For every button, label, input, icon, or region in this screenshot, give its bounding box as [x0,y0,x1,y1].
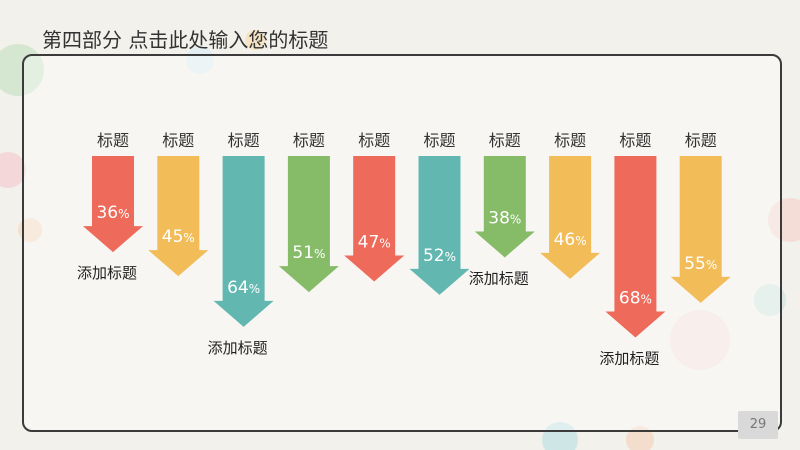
category-label-4: 标题 [293,131,325,150]
value-label-10: 55% [684,254,717,274]
arrow-shape-7 [474,156,535,258]
arrow-shape-10 [670,156,731,303]
arrow-bar-2: 标题 45% [148,131,209,277]
arrow-shape-8 [540,156,601,279]
value-label-2: 45% [162,227,195,247]
category-label-7: 标题 [489,131,521,150]
value-label-1: 36% [96,203,129,223]
category-label-6: 标题 [423,131,455,150]
arrow-bar-5: 标题 47% [344,131,405,282]
value-label-3: 64% [227,278,260,298]
category-label-2: 标题 [162,131,194,150]
category-label-10: 标题 [685,131,717,150]
arrow-shape-6 [409,156,470,295]
content-frame [22,54,782,432]
arrow-bar-9: 标题 68% [605,131,666,338]
category-label-3: 标题 [228,131,260,150]
arrow-bar-8: 标题 46% [540,131,601,279]
arrow-bar-10: 标题 55% [670,131,731,303]
category-label-9: 标题 [619,131,651,150]
value-label-6: 52% [423,246,456,266]
value-label-8: 46% [554,230,587,250]
arrow-shape-3 [213,156,274,327]
arrow-shape-4 [278,156,339,293]
arrow-bar-4: 标题 51% [278,131,339,293]
value-label-7: 38% [488,208,521,228]
value-label-4: 51% [292,243,325,263]
arrow-bar-6: 标题 52% [409,131,470,295]
arrow-bar-1: 标题 36% [83,131,143,253]
arrow-shape-5 [344,156,405,282]
category-label-8: 标题 [554,131,586,150]
annotation-label-2: 添加标题 [208,339,268,357]
arrow-bar-7: 标题 38% [474,131,535,258]
arrow-shape-2 [148,156,209,277]
value-label-5: 47% [358,232,391,252]
category-label-1: 标题 [97,131,129,150]
annotation-label-3: 添加标题 [469,269,529,287]
page-number: 29 [738,411,778,439]
arrow-bar-3: 标题 64% [213,131,274,327]
annotation-label-4: 添加标题 [599,350,659,368]
category-label-5: 标题 [358,131,390,150]
arrow-shape-1 [83,156,143,253]
annotation-label-1: 添加标题 [77,264,137,282]
slide-title: 第四部分 点击此处输入您的标题 [42,28,329,52]
arrow-shape-9 [605,156,666,338]
value-label-9: 68% [619,289,652,309]
